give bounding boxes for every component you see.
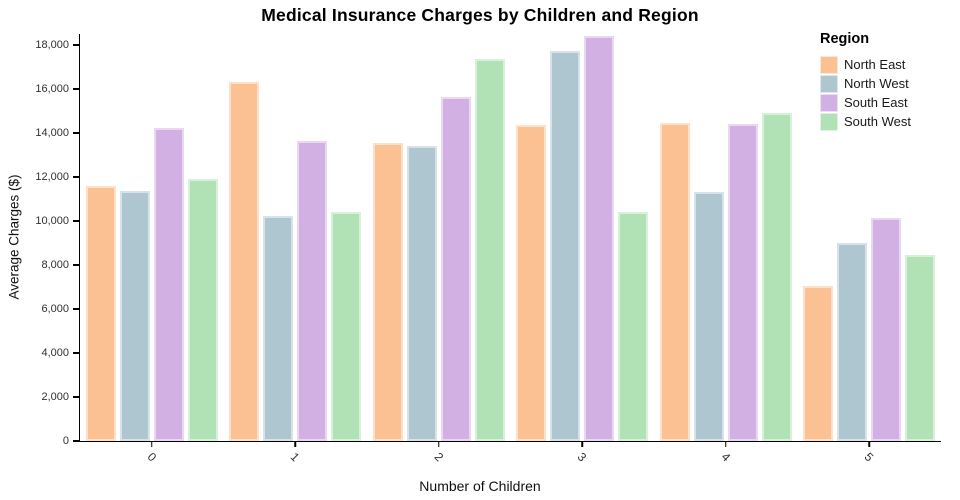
bar-south-east-children-4 (727, 123, 758, 441)
bar-group-children-5 (798, 34, 942, 441)
bar-north-west-children-3 (550, 51, 581, 441)
x-tick-label-2: 2 (431, 449, 447, 465)
y-tick-mark (72, 88, 79, 90)
x-tick-mark (581, 441, 583, 447)
bar-south-east-children-3 (584, 35, 615, 441)
bar-group-children-0 (80, 34, 224, 441)
y-tick-mark (72, 264, 79, 266)
bar-south-east-children-0 (153, 127, 184, 441)
legend-item-south-east: South East (820, 93, 952, 112)
y-tick-label: 16,000 (35, 83, 69, 95)
x-tick-label-1: 1 (287, 449, 303, 465)
bar-south-east-children-5 (871, 217, 902, 441)
y-tick-label: 6,000 (41, 303, 69, 315)
y-tick-label: 4,000 (41, 347, 69, 359)
bar-group-children-1 (224, 34, 368, 441)
y-tick-mark (72, 44, 79, 46)
bar-south-west-children-1 (331, 212, 362, 441)
legend-swatch-icon (820, 74, 838, 93)
legend-label: South West (844, 114, 911, 129)
bar-north-west-children-5 (837, 243, 868, 441)
y-tick-mark (72, 396, 79, 398)
bar-north-east-children-3 (516, 125, 547, 441)
y-tick-mark (72, 220, 79, 222)
x-tick-label-3: 3 (574, 449, 590, 465)
chart-title: Medical Insurance Charges by Children an… (261, 5, 699, 25)
y-tick-label: 14,000 (35, 127, 69, 139)
y-tick-label: 18,000 (35, 39, 69, 51)
legend-swatch-icon (820, 55, 838, 74)
bar-north-west-children-0 (119, 191, 150, 441)
bar-south-west-children-5 (905, 255, 936, 441)
y-tick-mark (72, 308, 79, 310)
bar-north-east-children-1 (229, 82, 260, 441)
legend-title: Region (820, 31, 870, 47)
legend-label: North West (844, 76, 909, 91)
legend-swatch-icon (820, 93, 838, 112)
legend-items: North East North West South East South West (820, 55, 952, 131)
bar-north-west-children-1 (263, 216, 294, 441)
x-tick-mark (151, 441, 153, 447)
y-tick-label: 0 (62, 435, 69, 447)
x-tick-label-0: 0 (144, 449, 160, 465)
y-tick-label: 10,000 (35, 215, 69, 227)
x-tick-label-4: 4 (718, 449, 734, 465)
y-tick-label: 8,000 (41, 259, 69, 271)
y-tick-mark (72, 440, 79, 442)
bar-south-west-children-2 (474, 58, 505, 441)
legend-label: North East (844, 57, 906, 72)
legend-item-north-east: North East (820, 55, 952, 74)
y-tick-mark (72, 132, 79, 134)
bar-south-west-children-0 (187, 178, 218, 441)
y-axis-title-text: Average Charges ($) (6, 174, 22, 300)
bar-north-west-children-2 (406, 145, 437, 441)
y-tick-mark (72, 176, 79, 178)
x-tick-mark (725, 441, 727, 447)
x-axis-title: Number of Children (419, 478, 541, 494)
legend-swatch-icon (820, 112, 838, 131)
bar-north-east-children-4 (659, 123, 690, 441)
bar-south-east-children-2 (440, 96, 471, 441)
bar-north-east-children-2 (372, 142, 403, 441)
legend: Region North East North West South East Sou… (820, 31, 952, 131)
y-tick-label: 12,000 (35, 171, 69, 183)
y-tick-mark (72, 352, 79, 354)
legend-label: South East (844, 95, 908, 110)
plot-area: 0 2,000 4,000 6,000 8,000 10,000 12,000 14,000 1… (35, 34, 942, 464)
bar-north-west-children-4 (693, 191, 724, 441)
x-tick-label-5: 5 (861, 449, 877, 465)
x-tick-mark (294, 441, 296, 447)
legend-item-north-west: North West (820, 74, 952, 93)
bar-group-children-2 (367, 34, 511, 441)
bar-group-children-4 (654, 34, 798, 441)
bar-south-west-children-4 (761, 112, 792, 441)
x-tick-mark (868, 441, 870, 447)
bar-south-east-children-1 (297, 140, 328, 441)
y-tick-label: 2,000 (41, 391, 69, 403)
bar-north-east-children-5 (803, 285, 834, 441)
bar-south-west-children-3 (618, 211, 649, 441)
bar-group-children-3 (511, 34, 655, 441)
x-tick-mark (438, 441, 440, 447)
bar-north-east-children-0 (85, 185, 116, 441)
legend-item-south-west: South West (820, 112, 952, 131)
